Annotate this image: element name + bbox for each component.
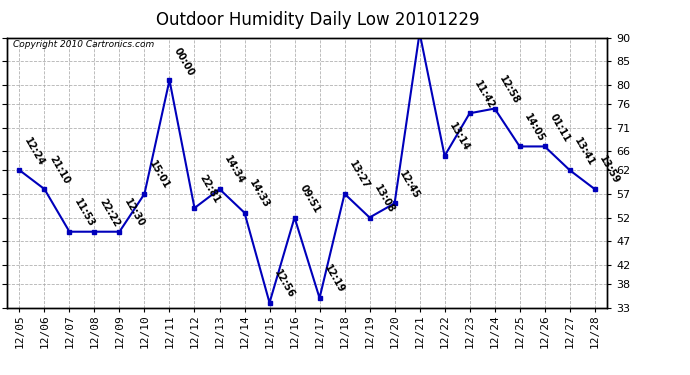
Text: 12:58: 12:58 xyxy=(497,74,522,106)
Text: 13:27: 13:27 xyxy=(347,159,371,191)
Text: Copyright 2010 Cartronics.com: Copyright 2010 Cartronics.com xyxy=(13,40,154,49)
Text: 12:56: 12:56 xyxy=(273,268,297,300)
Text: 14:05: 14:05 xyxy=(522,112,546,144)
Text: 00:12: 00:12 xyxy=(0,374,1,375)
Text: 14:33: 14:33 xyxy=(247,178,271,210)
Text: 14:34: 14:34 xyxy=(222,154,246,186)
Text: Outdoor Humidity Daily Low 20101229: Outdoor Humidity Daily Low 20101229 xyxy=(156,11,479,29)
Text: 12:45: 12:45 xyxy=(397,169,422,201)
Text: 15:01: 15:01 xyxy=(147,159,171,191)
Text: 21:10: 21:10 xyxy=(47,154,71,186)
Text: 13:59: 13:59 xyxy=(598,154,622,186)
Text: 11:53: 11:53 xyxy=(72,197,97,229)
Text: 12:24: 12:24 xyxy=(22,135,46,167)
Text: 22:22: 22:22 xyxy=(97,197,121,229)
Text: 13:41: 13:41 xyxy=(573,135,597,167)
Text: 12:30: 12:30 xyxy=(122,197,146,229)
Text: 09:51: 09:51 xyxy=(297,183,322,215)
Text: 13:14: 13:14 xyxy=(447,121,471,153)
Text: 11:42: 11:42 xyxy=(473,79,497,111)
Text: 12:19: 12:19 xyxy=(322,263,346,295)
Text: 00:00: 00:00 xyxy=(172,45,197,77)
Text: 01:11: 01:11 xyxy=(547,112,571,144)
Text: 13:08: 13:08 xyxy=(373,183,397,215)
Text: 22:81: 22:81 xyxy=(197,173,221,205)
